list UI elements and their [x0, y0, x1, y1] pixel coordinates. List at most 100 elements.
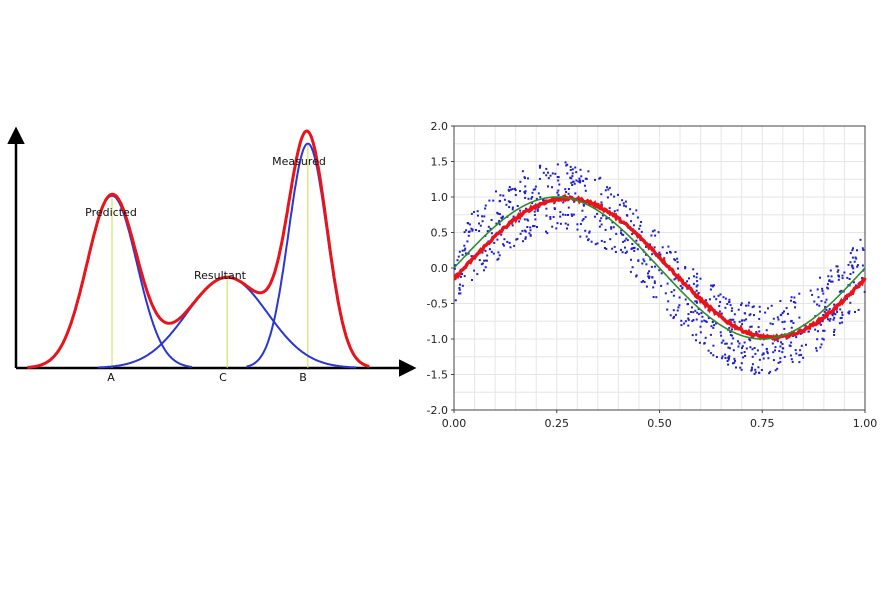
- scatter-point: [519, 232, 522, 235]
- scatter-point: [856, 249, 858, 252]
- scatter-point: [467, 252, 470, 255]
- scatter-point: [728, 301, 731, 303]
- scatter-point: [582, 204, 585, 207]
- scatter-point: [715, 322, 718, 325]
- scatter-point: [652, 286, 655, 289]
- scatter-point: [608, 207, 611, 210]
- scatter-point: [559, 211, 562, 214]
- scatter-point: [696, 284, 699, 287]
- scatter-point: [727, 356, 730, 359]
- scatter-point: [500, 216, 503, 219]
- scatter-point: [766, 350, 769, 353]
- scatter-point: [620, 248, 622, 251]
- scatter-point: [719, 331, 722, 334]
- scatter-point: [545, 214, 548, 217]
- scatter-point: [551, 172, 554, 175]
- scatter-point: [488, 199, 491, 202]
- scatter-point: [848, 312, 851, 315]
- scatter-point: [854, 311, 856, 313]
- scatter-point: [741, 323, 744, 326]
- scatter-point: [735, 366, 737, 369]
- scatter-point: [743, 351, 746, 353]
- scatter-point: [527, 197, 530, 200]
- scatter-point: [653, 282, 656, 284]
- scatter-point: [758, 371, 761, 374]
- scatter-point: [833, 312, 836, 315]
- scatter-point: [607, 188, 610, 191]
- scatter-point: [695, 333, 698, 336]
- scatter-point: [816, 338, 819, 341]
- scatter-point: [849, 301, 852, 304]
- scatter-point: [673, 289, 676, 292]
- scatter-point: [660, 284, 663, 287]
- scatter-point: [794, 301, 797, 304]
- scatter-point: [838, 290, 841, 293]
- scatter-point: [536, 226, 538, 228]
- scatter-point: [729, 304, 732, 307]
- scatter-point: [846, 297, 848, 300]
- scatter-point: [600, 193, 603, 196]
- scatter-point: [839, 308, 842, 311]
- scatter-point: [642, 258, 645, 261]
- scatter-point: [728, 355, 731, 358]
- scatter-point: [648, 277, 651, 280]
- scatter-point: [620, 229, 623, 232]
- scatter-point: [524, 237, 527, 240]
- scatter-point: [554, 172, 557, 175]
- scatter-point: [704, 320, 707, 323]
- scatter-point: [508, 186, 511, 188]
- scatter-point: [745, 304, 747, 307]
- scatter-point: [847, 263, 850, 266]
- scatter-point: [622, 202, 625, 205]
- scatter-point: [820, 300, 823, 303]
- scatter-point: [831, 280, 834, 283]
- scatter-point: [481, 215, 484, 218]
- scatter-point: [790, 296, 793, 299]
- scatter-point: [841, 311, 844, 314]
- scatter-point: [673, 315, 675, 318]
- scatter-point: [846, 276, 849, 279]
- scatter-point: [513, 244, 516, 247]
- scatter-point: [466, 240, 469, 243]
- scatter-point: [703, 342, 706, 345]
- scatter-point: [751, 355, 754, 358]
- scatter-point: [732, 318, 735, 321]
- scatter-point: [851, 256, 854, 259]
- scatter-point: [852, 247, 854, 250]
- scatter-point: [556, 163, 559, 166]
- scatter-point: [790, 326, 793, 329]
- scatter-point: [461, 253, 464, 256]
- scatter-point: [674, 277, 677, 280]
- scatter-point: [709, 352, 712, 355]
- scatter-point: [863, 290, 866, 293]
- scatter-point: [640, 281, 643, 284]
- scatter-point: [732, 362, 734, 365]
- scatter-point: [753, 347, 756, 349]
- scatter-point: [727, 358, 730, 361]
- scatter-point: [465, 229, 468, 232]
- scatter-point: [770, 304, 773, 307]
- scatter-point: [833, 328, 836, 331]
- scatter-point: [512, 215, 515, 218]
- scatter-point: [630, 248, 633, 250]
- scatter-point: [737, 340, 739, 343]
- scatter-point: [715, 298, 718, 301]
- scatter-point: [519, 209, 522, 212]
- scatter-point: [583, 184, 586, 187]
- scatter-point: [498, 223, 501, 226]
- scatter-point: [508, 206, 511, 209]
- scatter-point: [800, 353, 803, 356]
- scatter-point: [651, 230, 654, 233]
- peak-diagram: Predicted Resultant Measured A C B: [7, 126, 417, 384]
- scatter-point: [802, 356, 805, 359]
- scatter-point: [861, 247, 864, 250]
- scatter-point: [532, 188, 535, 191]
- scatter-point: [726, 360, 729, 362]
- scatter-point: [633, 249, 636, 252]
- scatter-point: [640, 221, 643, 223]
- scatter-point: [776, 340, 779, 343]
- scatter-point: [573, 182, 576, 185]
- scatter-point: [751, 348, 754, 351]
- scatter-point: [677, 306, 680, 309]
- scatter-point: [731, 334, 733, 337]
